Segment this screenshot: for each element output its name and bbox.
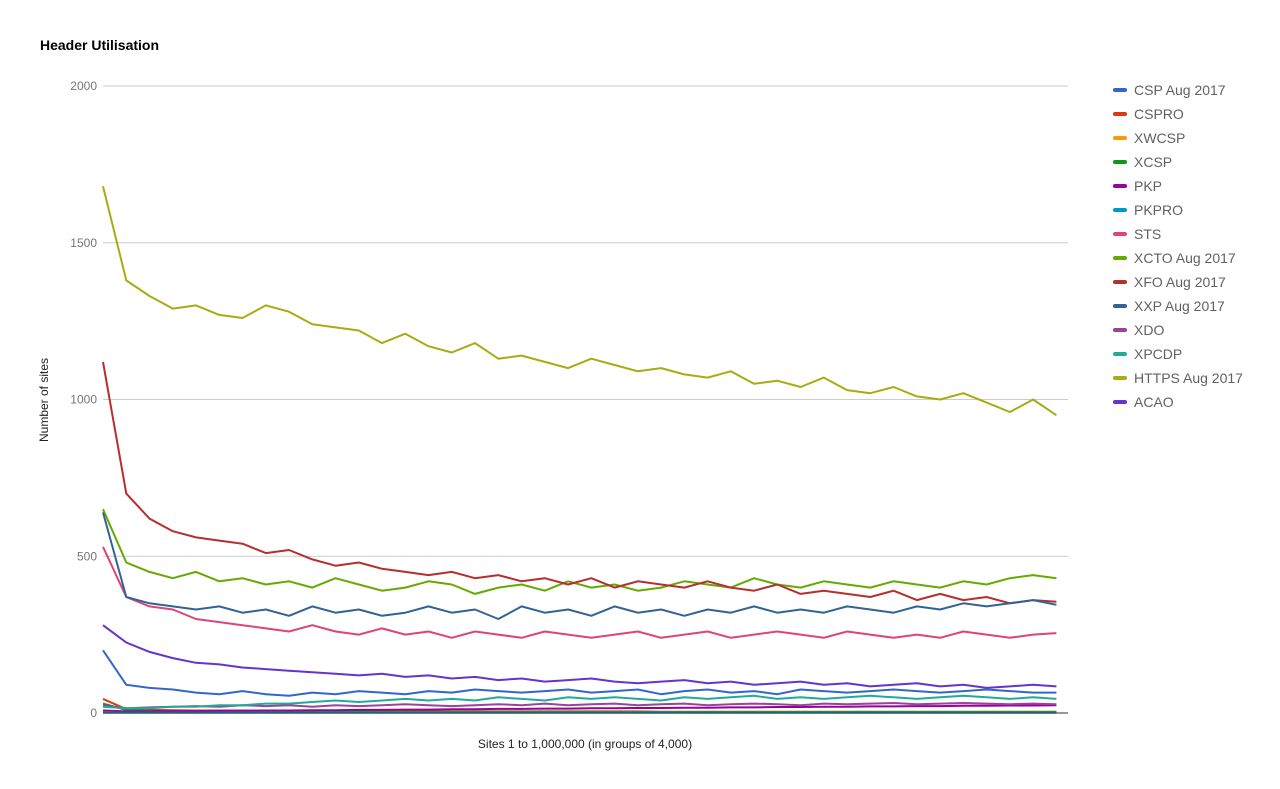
legend-label: XXP Aug 2017 (1134, 298, 1225, 314)
series-line-https-aug-2017[interactable] (102, 186, 1057, 417)
legend-swatch (1113, 208, 1127, 212)
series-line-xdo[interactable] (102, 702, 1057, 710)
gridlines (103, 85, 1068, 557)
legend-label: XPCDP (1134, 346, 1183, 362)
legend-label: HTTPS Aug 2017 (1134, 370, 1243, 386)
series-line-xxp-aug-2017[interactable] (102, 512, 1057, 620)
series-line-csp-aug-2017[interactable] (102, 649, 1057, 697)
legend-swatch (1113, 352, 1127, 356)
y-tick-label: 1000 (70, 393, 97, 407)
legend-item[interactable]: XXP Aug 2017 (1113, 294, 1243, 318)
legend: CSP Aug 2017 CSPRO XWCSP XCSP PKP PKPRO STS XCT… (1113, 78, 1243, 414)
legend-label: STS (1134, 226, 1162, 242)
legend-item[interactable]: XFO Aug 2017 (1113, 270, 1243, 294)
legend-swatch (1113, 280, 1127, 284)
legend-label: XCSP (1134, 154, 1173, 170)
legend-item[interactable]: HTTPS Aug 2017 (1113, 366, 1243, 390)
y-tick-label: 0 (90, 706, 97, 720)
legend-label: PKPRO (1134, 202, 1184, 218)
legend-item[interactable]: XWCSP (1113, 126, 1243, 150)
y-axis-ticks: 0 500 1000 1500 2000 (70, 79, 97, 720)
legend-swatch (1113, 112, 1127, 116)
legend-label: XWCSP (1134, 130, 1186, 146)
legend-item[interactable]: XDO (1113, 318, 1243, 342)
legend-label: CSP Aug 2017 (1134, 82, 1226, 98)
legend-item[interactable]: CSPRO (1113, 102, 1243, 126)
series-lines (102, 186, 1057, 714)
series-line-xfo-aug-2017[interactable] (102, 361, 1057, 605)
legend-item[interactable]: XCSP (1113, 150, 1243, 174)
series-line-xcto-aug-2017[interactable] (102, 508, 1057, 595)
legend-swatch (1113, 400, 1127, 404)
legend-item[interactable]: XCTO Aug 2017 (1113, 246, 1243, 270)
legend-swatch (1113, 376, 1127, 380)
legend-item[interactable]: ACAO (1113, 390, 1243, 414)
legend-item[interactable]: STS (1113, 222, 1243, 246)
legend-swatch (1113, 88, 1127, 92)
series-line-acao[interactable] (102, 624, 1057, 689)
legend-swatch (1113, 184, 1127, 188)
legend-swatch (1113, 232, 1127, 236)
y-tick-label: 500 (77, 549, 97, 563)
y-axis-label: Number of sites (37, 358, 51, 442)
y-tick-label: 1500 (70, 236, 97, 250)
legend-swatch (1113, 304, 1127, 308)
x-axis-label: Sites 1 to 1,000,000 (in groups of 4,000… (478, 737, 692, 751)
legend-item[interactable]: PKP (1113, 174, 1243, 198)
legend-item[interactable]: CSP Aug 2017 (1113, 78, 1243, 102)
legend-swatch (1113, 328, 1127, 332)
chart-title: Header Utilisation (40, 37, 160, 53)
legend-label: XCTO Aug 2017 (1134, 250, 1236, 266)
legend-swatch (1113, 256, 1127, 260)
series-line-sts[interactable] (102, 546, 1057, 639)
legend-label: PKP (1134, 178, 1163, 194)
legend-label: XDO (1134, 322, 1165, 338)
y-tick-label: 2000 (70, 79, 97, 93)
series-line-pkp[interactable] (102, 704, 1057, 713)
legend-label: ACAO (1134, 394, 1174, 410)
series-line-xpcdp[interactable] (102, 694, 1057, 710)
legend-swatch (1113, 136, 1127, 140)
legend-label: XFO Aug 2017 (1134, 274, 1226, 290)
legend-swatch (1113, 160, 1127, 164)
legend-label: CSPRO (1134, 106, 1184, 122)
legend-item[interactable]: XPCDP (1113, 342, 1243, 366)
legend-item[interactable]: PKPRO (1113, 198, 1243, 222)
